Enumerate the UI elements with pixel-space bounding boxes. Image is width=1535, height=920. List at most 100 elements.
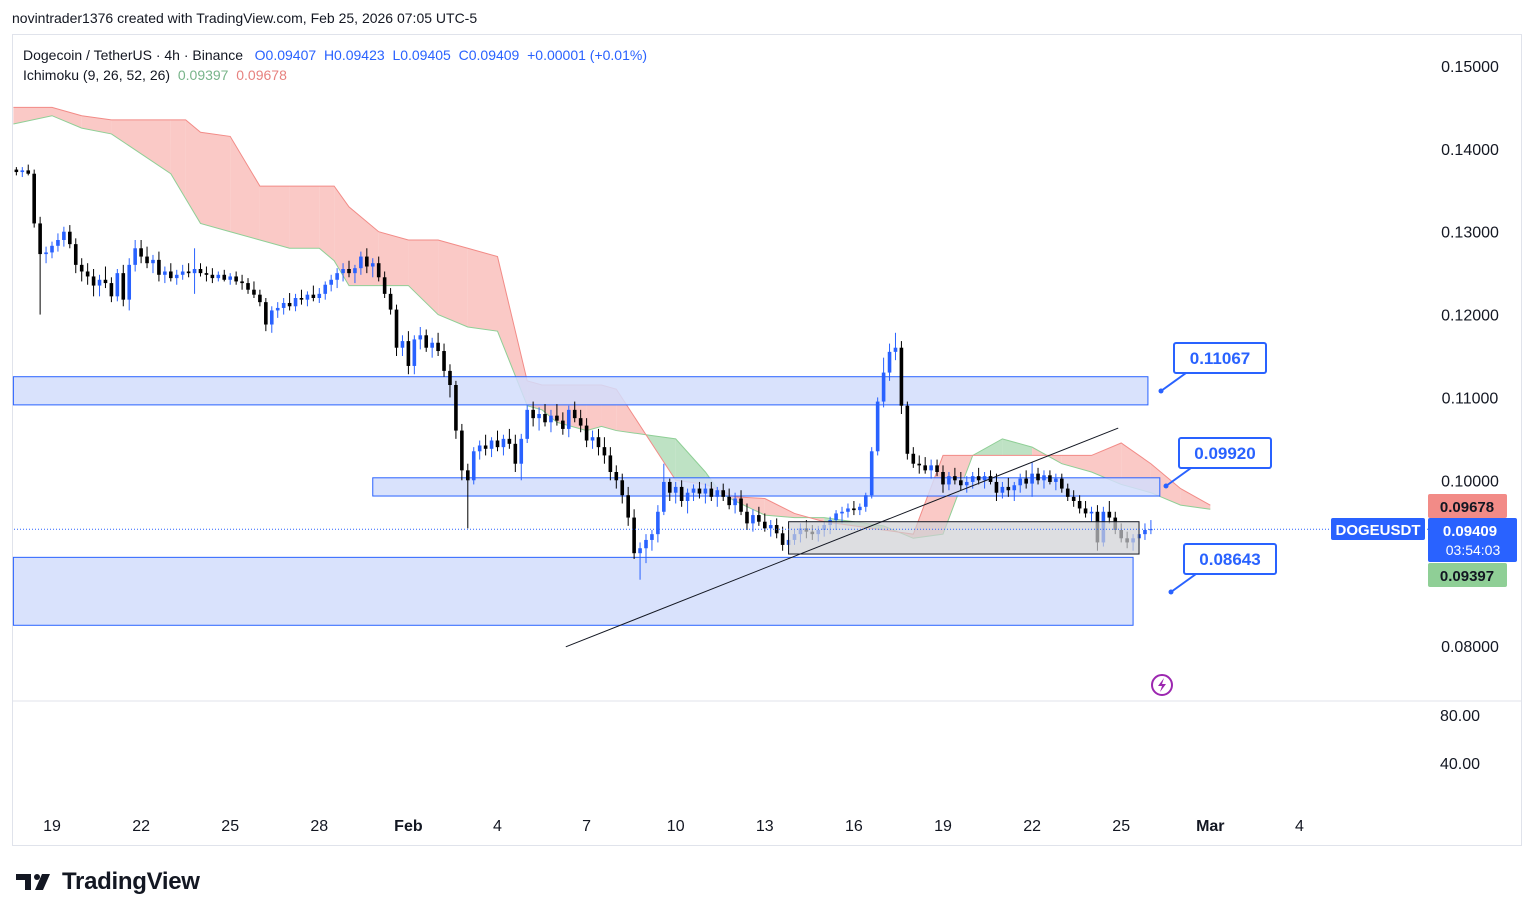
cloud-bear-segment [1061, 455, 1092, 472]
candle-down [513, 443, 518, 464]
candle-down [620, 480, 625, 496]
support-resistance-zones [12, 376, 1161, 626]
cloud-bear-segment [230, 136, 260, 240]
candle-up [982, 476, 987, 481]
candle-down [299, 298, 304, 300]
candle-up [1143, 530, 1147, 535]
y-tick-label: 0.12000 [1441, 308, 1499, 325]
candle-down [198, 269, 203, 274]
candle-up [1149, 529, 1153, 531]
candle-down [543, 414, 547, 423]
candle-down [222, 274, 227, 280]
candle-up [715, 490, 720, 497]
candle-up [863, 495, 868, 507]
sub-tick-label: 80.00 [1440, 708, 1480, 725]
candle-up [163, 271, 167, 275]
candle-down [614, 472, 619, 481]
cloud-bear-segment [200, 132, 231, 232]
legend-ohlc-row: Dogecoin / TetherUS · 4h · Binance O0.09… [23, 45, 647, 65]
candle-down [1036, 473, 1040, 481]
candle-up [638, 548, 642, 554]
cloud-bear-segment [497, 256, 528, 406]
candle-down [1006, 486, 1011, 491]
x-tick-label: 19 [934, 818, 952, 835]
candle-down [757, 515, 761, 522]
x-tick-label: 13 [756, 818, 774, 835]
candle-down [240, 281, 244, 284]
price-tags: DOGEUSDT 0.09678 0.09409 03:54:03 0.0939… [1331, 494, 1517, 587]
legend-indicator-row: Ichimoku (9, 26, 52, 26) 0.09397 0.09678 [23, 65, 647, 85]
candle-up [317, 293, 322, 298]
candle-down [252, 289, 256, 295]
candle-up [335, 273, 339, 280]
candle-up [400, 341, 405, 348]
cloud-bear-segment [1180, 488, 1211, 510]
x-tick-label: 4 [1295, 818, 1304, 835]
callout-label: 0.11067 [1190, 349, 1251, 368]
candle-up [970, 476, 975, 482]
callout-0.08643[interactable]: 0.08643 [1168, 543, 1277, 595]
candle-up [269, 310, 274, 325]
indicator-title[interactable]: Ichimoku (9, 26, 52, 26) [23, 67, 171, 83]
candle-up [590, 437, 595, 441]
change-value: +0.00001 (+0.01%) [527, 47, 647, 63]
candle-down [976, 476, 981, 481]
candle-down [382, 277, 387, 294]
candle-down [1065, 488, 1070, 497]
candle-up [1089, 511, 1094, 514]
tradingview-wordmark: TradingView [62, 868, 200, 895]
candle-down [79, 264, 84, 272]
symbol-title[interactable]: Dogecoin / TetherUS · 4h · Binance [23, 47, 243, 63]
candle-down [941, 472, 945, 485]
candle-down [448, 370, 452, 385]
candle-down [905, 405, 910, 454]
candle-up [566, 409, 571, 429]
candle-up [1000, 486, 1005, 493]
candle-up [685, 492, 690, 501]
candle-up [180, 271, 185, 275]
candle-down [1083, 508, 1088, 514]
tradingview-logo[interactable]: TradingView [16, 868, 200, 896]
candle-up [275, 307, 280, 311]
x-tick-label: 19 [43, 818, 61, 835]
x-tick-label: 22 [1023, 818, 1041, 835]
candle-up [549, 415, 553, 423]
candle-down [531, 409, 535, 419]
candle-down [347, 269, 351, 274]
callout-0.09920[interactable]: 0.09920 [1163, 437, 1272, 489]
high-value: H0.09423 [323, 47, 385, 63]
cloud-bear-segment [13, 107, 53, 124]
drawing-overlays [14, 427, 1428, 648]
candle-up [97, 279, 102, 286]
candle-up [1018, 478, 1023, 486]
x-tick-label: Feb [394, 818, 423, 835]
x-tick-label: 25 [1112, 818, 1130, 835]
candle-down [246, 283, 250, 290]
cloud-bear-segment [52, 107, 82, 129]
cloud-bear-segment [1091, 443, 1122, 485]
cloud-bear-segment [111, 119, 171, 174]
span-a-tag: 0.09397 [1440, 568, 1494, 585]
x-tick-label: Mar [1196, 818, 1224, 835]
candle-up [733, 498, 737, 506]
candle-down [899, 347, 904, 406]
cloud-bear-segment [467, 248, 498, 332]
span-a-value: 0.09397 [177, 67, 229, 83]
candle-down [139, 248, 143, 257]
callouts: 0.11067 0.09920 0.08643 [1158, 342, 1277, 595]
candle-up [893, 347, 898, 352]
lightning-event-icon[interactable] [1151, 674, 1173, 696]
candle-up [174, 274, 179, 279]
candle-up [846, 508, 850, 512]
callout-0.11067[interactable]: 0.11067 [1158, 342, 1269, 394]
close-value: C0.09409 [458, 47, 520, 63]
span-b-tag: 0.09678 [1440, 499, 1494, 516]
candle-up [477, 445, 482, 452]
sub-tick-label: 40.00 [1440, 756, 1480, 773]
x-tick-label: 28 [310, 818, 328, 835]
candle-up [50, 245, 54, 253]
candle-up [228, 276, 232, 280]
candle-up [869, 451, 874, 496]
candle-down [388, 293, 393, 310]
